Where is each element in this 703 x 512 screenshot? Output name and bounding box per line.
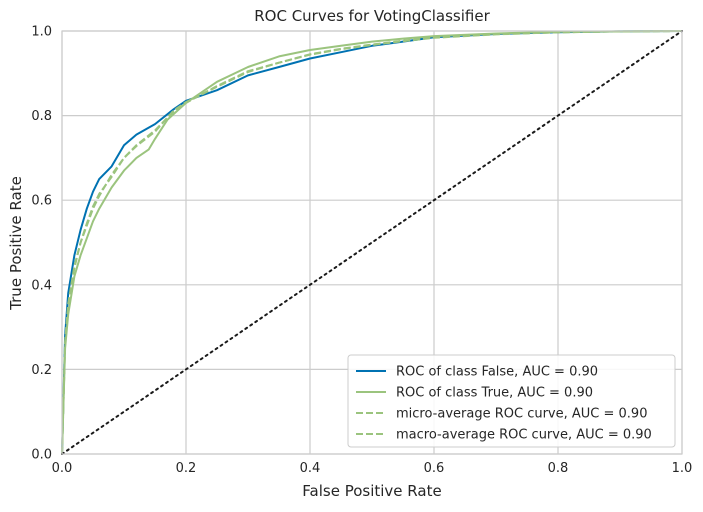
legend-items: ROC of class False, AUC = 0.90 ROC of cla… <box>356 365 652 443</box>
x-tick-label: 1.0 <box>672 461 693 476</box>
y-tick-label: 0.2 <box>31 363 52 378</box>
x-tick-label: 0.6 <box>424 461 445 476</box>
y-tick-label: 0.6 <box>31 194 52 209</box>
series-layer <box>61 30 683 455</box>
y-tick-label: 0.8 <box>31 109 52 124</box>
plot-frame <box>61 30 683 455</box>
grid-lines <box>61 30 683 455</box>
legend-label: ROC of class False, AUC = 0.90 <box>396 365 598 380</box>
legend: ROC of class False, AUC = 0.90 ROC of cla… <box>347 354 676 448</box>
x-tick-label: 0.4 <box>300 461 321 476</box>
chance-diagonal-line <box>61 30 683 455</box>
x-tick-label: 0.8 <box>548 461 569 476</box>
y-axis-label: True Positive Rate <box>7 176 25 311</box>
y-tick-labels: 0.0 0.2 0.4 0.6 0.8 1.0 <box>31 25 52 463</box>
chart-title: ROC Curves for VotingClassifier <box>254 7 490 25</box>
legend-label: macro-average ROC curve, AUC = 0.90 <box>396 428 652 443</box>
legend-label: ROC of class True, AUC = 0.90 <box>396 386 593 401</box>
x-axis-label: False Positive Rate <box>302 482 441 500</box>
x-tick-label: 0.0 <box>52 461 73 476</box>
x-tick-label: 0.2 <box>176 461 197 476</box>
legend-label: micro-average ROC curve, AUC = 0.90 <box>396 407 647 422</box>
legend-box <box>347 354 676 448</box>
roc-series-line-2 <box>61 30 683 455</box>
y-tick-label: 0.0 <box>31 448 52 463</box>
y-tick-label: 0.4 <box>31 278 52 293</box>
y-tick-label: 1.0 <box>31 25 52 40</box>
roc-series-line-4 <box>61 30 683 455</box>
x-tick-labels: 0.0 0.2 0.4 0.6 0.8 1.0 <box>52 461 693 476</box>
